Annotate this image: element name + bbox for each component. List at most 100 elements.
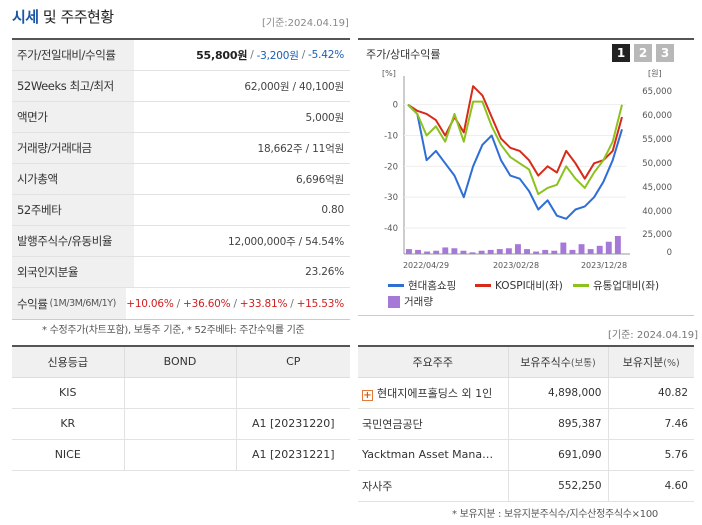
return-6m: +33.81%: [239, 297, 288, 310]
shares-cell: 552,250: [507, 470, 608, 502]
column-header: 보유지분(%): [607, 346, 694, 378]
x-tick-label: 2022/04/29: [403, 261, 449, 270]
pct-cell: 40.82: [607, 377, 694, 409]
section-title: 시세 및 주주현황: [12, 6, 114, 27]
holder-name: 현대지에프홀딩스 외 1인: [377, 386, 493, 400]
chart-tab-3[interactable]: 3: [656, 44, 674, 62]
legend-swatch: [573, 284, 589, 287]
chart-tab-2[interactable]: 2: [634, 44, 652, 62]
volume-bar: [469, 252, 476, 254]
right-tick-label: 60,000: [642, 111, 672, 121]
left-tick-label: -20: [384, 162, 398, 172]
series-line-1: [407, 103, 623, 220]
series-line-3: [407, 100, 623, 196]
returns-label: 수익률: [17, 296, 48, 311]
summary-label: 52주베타: [12, 195, 134, 225]
summary-row-volume: 거래량/거래대금 18,662주 / 11억원: [12, 133, 350, 164]
shares-cell: 4,898,000: [507, 377, 608, 409]
shares-cell: 691,090: [507, 439, 608, 471]
holder-name-cell: 국민연금공단: [358, 408, 508, 440]
right-axis-unit: [원]: [648, 69, 662, 78]
summary-value: 6,696억원: [296, 173, 344, 186]
cp-cell: [235, 377, 350, 409]
volume-bar: [406, 249, 412, 254]
right-tick-label: 45,000: [642, 183, 672, 193]
summary-label: 주가/전일대비/수익률: [12, 40, 134, 70]
legend-label: 유통업대비(좌): [593, 280, 660, 292]
legend-label: KOSPI대비(좌): [495, 280, 563, 292]
credit-rating-table: 신용등급 BOND CP KIS KR A1 [20231220] NICE A…: [12, 345, 350, 471]
column-header: 보유주식수(보통): [507, 346, 608, 378]
legend-label: 현대홈쇼핑: [408, 280, 457, 292]
bond-cell: [123, 439, 236, 471]
summary-note: * 수정주가(차트포함), 보통주 기준, * 52주베타: 주간수익률 기준: [42, 325, 305, 336]
legend-swatch: [475, 284, 491, 287]
table-row: 자사주 552,250 4.60: [358, 470, 694, 502]
left-tick-label: -10: [384, 132, 398, 142]
agency-cell: KIS: [12, 377, 124, 409]
shares-cell: 895,387: [507, 408, 608, 440]
volume-bar: [578, 244, 585, 254]
returns-value: +10.06% / +36.60% / +33.81% / +15.53%: [126, 297, 345, 310]
right-tick-label: 40,000: [642, 207, 672, 217]
right-tick-label: 25,000: [642, 230, 672, 240]
left-axis-unit: [%]: [382, 69, 396, 78]
expand-plus-icon[interactable]: +: [362, 389, 373, 401]
right-tick-label: 0: [667, 248, 672, 258]
section-title-rest: 및 주주현황: [38, 8, 114, 26]
summary-row-par-value: 액면가 5,000원: [12, 102, 350, 133]
legend-swatch: [388, 284, 404, 287]
summary-label: 발행주식수/유동비율: [12, 226, 134, 256]
volume-bar: [596, 245, 603, 254]
volume-bar: [496, 249, 503, 254]
summary-value: 62,000원 / 40,100원: [244, 80, 344, 93]
volume-bar: [524, 249, 530, 254]
table-row: + 현대지에프홀딩스 외 1인 4,898,000 40.82: [358, 377, 694, 409]
summary-value: 0.80: [321, 204, 344, 216]
column-header: BOND: [123, 346, 236, 378]
volume-bar: [605, 241, 612, 254]
summary-label: 수익률 (1M/3M/6M/1Y): [12, 288, 127, 319]
summary-value: 23.26%: [305, 266, 344, 278]
holder-name-cell: Yacktman Asset Mana…: [358, 439, 508, 471]
return-1y: +15.53%: [296, 297, 345, 310]
left-tick-label: -40: [384, 224, 398, 234]
chart-tabs: 1 2 3: [612, 44, 674, 62]
right-tick-label: 50,000: [642, 159, 672, 169]
shareholders-note: * 보유지분 : 보유지분주식수/지수산정주식수×100: [452, 509, 658, 520]
x-tick-label: 2023/12/28: [581, 261, 627, 270]
shareholders-table: 주요주주 보유주식수(보통) 보유지분(%) + 현대지에프홀딩스 외 1인 4,…: [358, 345, 694, 502]
summary-row-foreign: 외국인지분율 23.26%: [12, 257, 350, 288]
reference-date: [기준:2024.04.19]: [262, 18, 349, 29]
holder-name-cell[interactable]: + 현대지에프홀딩스 외 1인: [358, 377, 508, 409]
volume-bar: [560, 242, 567, 254]
cp-cell: A1 [20231221]: [235, 439, 350, 471]
price-chart: [%] [원] 0 -10 -20 -30 -40 65,000 60,000 55,000 50,…: [382, 69, 672, 270]
volume-bar: [478, 250, 485, 254]
summary-label: 액면가: [12, 102, 134, 132]
legend-item-retail: 유통업대비(좌): [573, 278, 659, 293]
agency-cell: KR: [12, 408, 124, 440]
table-row: NICE A1 [20231221]: [12, 439, 350, 471]
volume-bar: [587, 249, 594, 254]
returns-label-sub: (1M/3M/6M/1Y): [49, 298, 117, 309]
chart-panel: [358, 38, 694, 316]
price-value: 55,800원 / -3,200원 / -5.42%: [196, 49, 344, 62]
summary-row-price: 주가/전일대비/수익률 55,800원 / -3,200원 / -5.42%: [12, 40, 350, 71]
right-tick-label: 65,000: [642, 87, 672, 97]
volume-bar: [415, 249, 421, 254]
column-header: 신용등급: [12, 346, 124, 378]
column-header-sub: (보통): [570, 357, 596, 369]
summary-value: 12,000,000주 / 54.54%: [227, 235, 344, 248]
summary-label: 52Weeks 최고/최저: [12, 71, 134, 101]
price-change-rate: -5.42%: [308, 49, 344, 61]
pct-cell: 4.60: [607, 470, 694, 502]
summary-label: 외국인지분율: [12, 257, 134, 287]
pct-cell: 5.76: [607, 439, 694, 471]
summary-value: 5,000원: [305, 111, 344, 124]
summary-row-market-cap: 시가총액 6,696억원: [12, 164, 350, 195]
legend-swatch: [388, 295, 400, 308]
chart-tab-1[interactable]: 1: [612, 44, 630, 62]
table-row: 국민연금공단 895,387 7.46: [358, 408, 694, 440]
volume-bar: [487, 249, 494, 254]
